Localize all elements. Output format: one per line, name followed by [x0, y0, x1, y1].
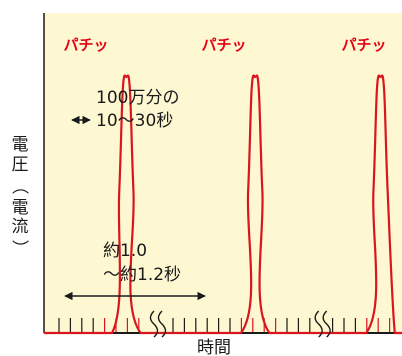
- pulse-label-1: パチッ: [63, 36, 108, 54]
- pulse-width-label-line1: 100万分の: [96, 88, 179, 108]
- pulse-interval-label-line1: 約1.0: [103, 241, 147, 261]
- pulse-interval-label-line2: ～約1.2秒: [103, 265, 181, 285]
- y-axis-label-char: 圧: [12, 155, 29, 175]
- y-axis-label-char: 電: [12, 135, 29, 155]
- axis-break-mark: [157, 310, 167, 338]
- y-axis-label-char: （: [9, 178, 29, 195]
- axis-breaks: [149, 310, 331, 338]
- axis-break-mark: [322, 310, 331, 338]
- y-axis-label-char: 電: [12, 198, 29, 218]
- y-axis-label: 電圧（電流）: [9, 135, 29, 257]
- pulse-width-label-line2: 10～30秒: [96, 111, 173, 131]
- pulse-series-line: [44, 74, 402, 335]
- y-axis-label-char: 流: [12, 217, 29, 237]
- axis-break-mark: [149, 310, 159, 338]
- pulse-label-2: パチッ: [201, 36, 246, 54]
- pulse-label-3: パチッ: [341, 36, 386, 54]
- axis-break-mark: [314, 310, 323, 338]
- y-axis-label-char: ）: [9, 240, 29, 257]
- x-axis-label: 時間: [197, 338, 231, 356]
- plot-background: [44, 13, 402, 333]
